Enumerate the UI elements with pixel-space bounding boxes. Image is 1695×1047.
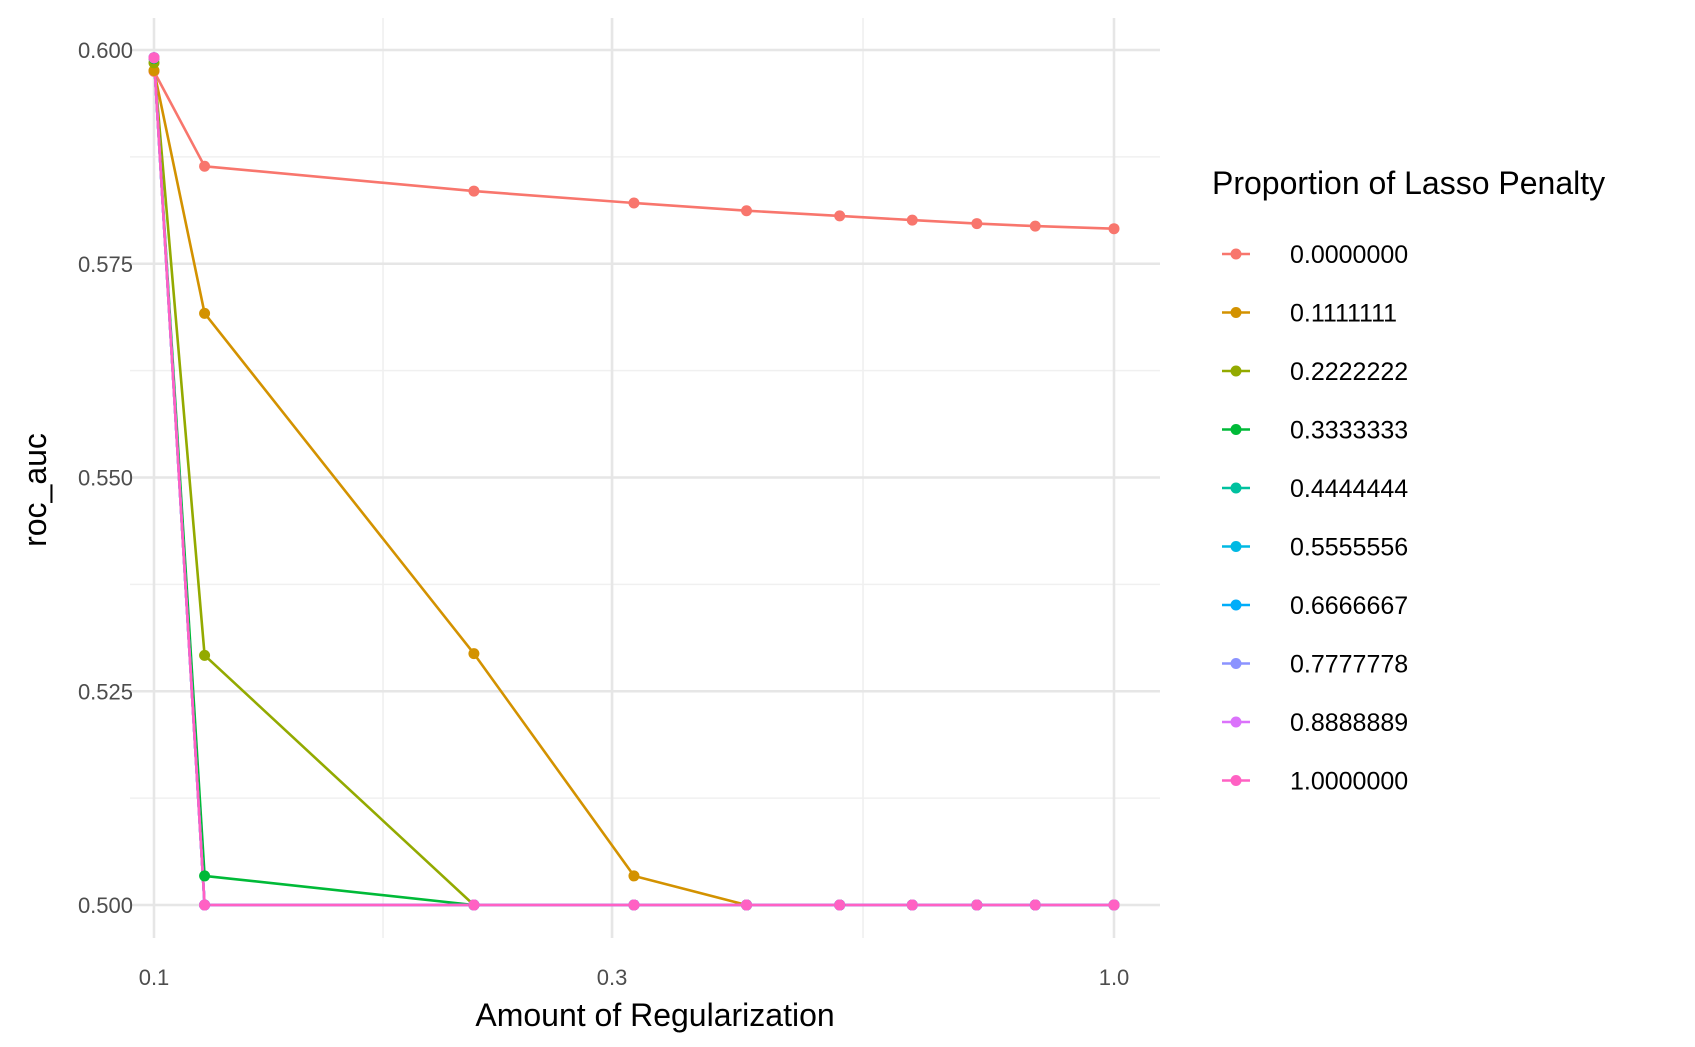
legend-label: 0.7777778 [1290, 651, 1408, 679]
legend-items: 0.0000000 0.1111111 0.2222222 0.3333333 0.44… [1222, 241, 1408, 796]
y-tick-label: 0.525 [78, 679, 133, 704]
y-tick-labels: 0.500 0.525 0.550 0.575 0.600 [78, 38, 133, 918]
legend-key-point [1230, 716, 1242, 728]
legend-label: 1.0000000 [1290, 768, 1408, 796]
legend-key-point [1230, 248, 1242, 260]
data-point [1029, 220, 1041, 232]
grid-major [130, 18, 1160, 938]
legend-key-point [1230, 482, 1242, 494]
data-point [628, 197, 640, 209]
legend-label: 0.0000000 [1290, 241, 1408, 269]
legend-item: 1.0000000 [1222, 768, 1408, 796]
legend-key-point [1230, 365, 1242, 377]
x-axis-title: Amount of Regularization [475, 997, 834, 1033]
legend-item: 0.0000000 [1222, 241, 1408, 269]
data-point [1029, 899, 1041, 911]
legend-key-point [1230, 307, 1242, 318]
legend-label: 0.3333333 [1290, 417, 1408, 445]
x-tick-labels: 0.1 0.3 1.0 [139, 965, 1130, 990]
legend-item: 0.8888889 [1222, 709, 1408, 737]
legend-item: 0.3333333 [1222, 417, 1408, 445]
legend: Proportion of Lasso Penalty 0.0000000 0.1… [1212, 165, 1605, 796]
legend-label: 0.4444444 [1290, 475, 1408, 503]
data-point [468, 899, 480, 911]
y-tick-label: 0.575 [78, 252, 133, 277]
series-line [152, 57, 1114, 907]
legend-label: 0.2222222 [1290, 358, 1408, 386]
legend-label: 0.6666667 [1290, 592, 1408, 620]
data-point [834, 899, 846, 911]
series-points [148, 52, 1120, 911]
data-point [148, 52, 160, 64]
legend-item: 0.1111111 [1222, 300, 1397, 328]
series-line [152, 57, 1114, 907]
series-lines [152, 57, 1115, 907]
y-tick-label: 0.550 [78, 466, 133, 491]
data-point [971, 218, 983, 230]
y-tick-label: 0.600 [78, 38, 133, 63]
legend-label: 0.1111111 [1290, 300, 1397, 328]
data-point [628, 870, 640, 882]
x-tick-label: 0.3 [597, 965, 628, 990]
series-line [152, 70, 1114, 907]
data-point [741, 899, 753, 911]
data-point [199, 870, 211, 882]
data-point [741, 205, 753, 217]
series-line [152, 57, 1114, 907]
data-point [199, 307, 211, 319]
legend-key-point [1230, 775, 1242, 786]
legend-key-point [1230, 599, 1242, 611]
x-tick-label: 1.0 [1099, 965, 1130, 990]
x-tick-label: 0.1 [139, 965, 170, 990]
series-line [152, 70, 1115, 230]
series-line [152, 57, 1114, 907]
y-axis-title: roc_auc [17, 433, 53, 547]
data-point [628, 899, 640, 911]
data-point [906, 214, 918, 226]
data-point [468, 648, 480, 660]
legend-item: 0.5555556 [1222, 534, 1408, 562]
data-point [1108, 899, 1120, 911]
data-point [1108, 223, 1120, 235]
legend-item: 0.2222222 [1222, 358, 1408, 386]
legend-key-point [1230, 541, 1242, 552]
data-point [468, 185, 480, 197]
legend-label: 0.5555556 [1290, 534, 1408, 562]
legend-key-point [1230, 658, 1242, 669]
series-line [152, 62, 1114, 907]
series-line [152, 58, 1114, 907]
data-point [199, 160, 211, 172]
legend-label: 0.8888889 [1290, 709, 1408, 737]
data-point [199, 899, 211, 911]
legend-item: 0.4444444 [1222, 475, 1408, 503]
data-point [148, 65, 160, 77]
series-line [152, 57, 1114, 907]
legend-item: 0.7777778 [1222, 651, 1408, 679]
data-point [834, 210, 846, 222]
legend-key-point [1230, 424, 1242, 435]
legend-title: Proportion of Lasso Penalty [1212, 165, 1605, 201]
data-point [199, 649, 211, 661]
legend-item: 0.6666667 [1222, 592, 1408, 620]
y-tick-label: 0.500 [78, 893, 133, 918]
data-point [906, 899, 918, 911]
data-point [971, 899, 983, 911]
series-line [152, 57, 1114, 907]
